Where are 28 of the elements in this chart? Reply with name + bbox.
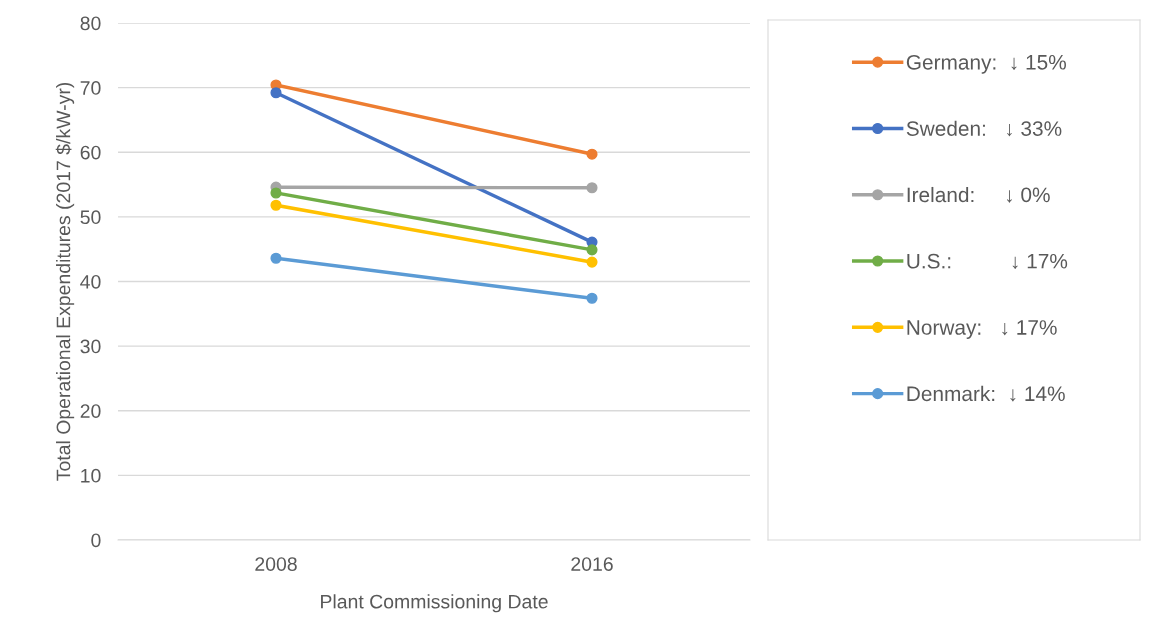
y-tick-label: 40 bbox=[80, 274, 101, 289]
y-tick-label: 60 bbox=[80, 145, 101, 160]
y-tick-label: 30 bbox=[80, 339, 101, 354]
point bbox=[586, 256, 598, 268]
legend-label: U.S.: ↓ 17% bbox=[907, 253, 1068, 269]
y-tick-label: 70 bbox=[80, 81, 101, 95]
point bbox=[270, 187, 282, 199]
y-axis-title: Total Operational Expenditures (2017 $/kW-yr) bbox=[55, 82, 75, 481]
x-axis-title: Plant Commissioning Date bbox=[321, 594, 548, 613]
legend-label: Germany: ↓ 15% bbox=[906, 54, 1066, 74]
point bbox=[586, 182, 598, 194]
point bbox=[270, 87, 282, 99]
y-tick-label: 80 bbox=[80, 16, 101, 31]
point bbox=[270, 252, 282, 264]
point bbox=[586, 148, 598, 160]
x-tick-label: 2016 bbox=[571, 557, 613, 571]
point bbox=[270, 199, 282, 211]
legend-label: Denmark: ↓ 14% bbox=[907, 385, 1065, 402]
y-tick-label: 10 bbox=[81, 468, 101, 483]
x-tick-label: 2008 bbox=[255, 557, 297, 571]
y-tick-label: 50 bbox=[80, 210, 101, 225]
point bbox=[586, 244, 598, 256]
legend-label: Norway: ↓ 17% bbox=[907, 320, 1057, 339]
y-tick-label: 0 bbox=[91, 533, 101, 548]
legend-label: Ireland: ↓ 0% bbox=[907, 186, 1050, 203]
y-tick-label: 20 bbox=[80, 404, 101, 418]
point bbox=[586, 292, 598, 304]
legend-label: Sweden: ↓ 33% bbox=[906, 120, 1062, 137]
